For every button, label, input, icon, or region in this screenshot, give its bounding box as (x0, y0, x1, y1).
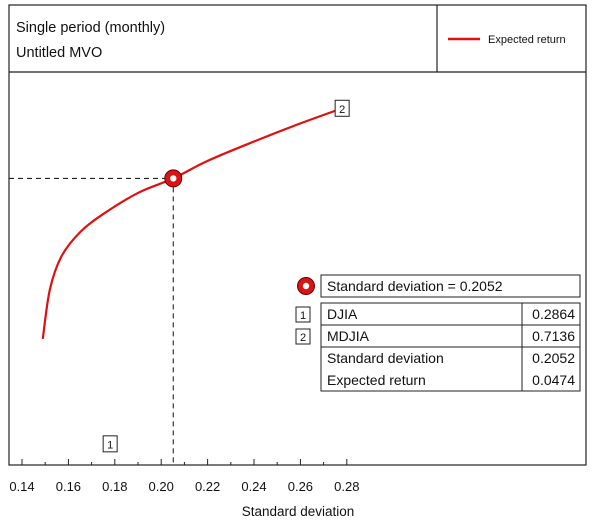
x-tick-label: 0.18 (102, 479, 127, 494)
x-axis-label: Standard deviation (242, 504, 355, 519)
table-row-value: 0.7136 (532, 328, 575, 344)
info-table: Standard deviation = 0.2052 1 DJIA 0.2864 2 M… (295, 274, 581, 392)
table-row-key-box (295, 328, 311, 345)
table-row-value: 0.2864 (532, 306, 575, 322)
x-tick-label: 0.26 (288, 479, 313, 494)
table-row-key-box (295, 306, 311, 323)
x-tick-label: 0.16 (56, 479, 81, 494)
x-axis: 0.14 0.16 0.18 0.20 0.22 0.24 0.26 0.28 (9, 459, 359, 494)
table-row-name: Expected return (327, 372, 426, 388)
chart-frame (8, 4, 587, 466)
table-row-name: DJIA (327, 306, 358, 322)
portfolio-marker-box (334, 99, 350, 117)
table-title: Standard deviation = 0.2052 (327, 278, 503, 294)
table-row-value: 0.2052 (532, 350, 575, 366)
selected-point-inner (170, 175, 177, 182)
x-tick-label: 0.28 (334, 479, 359, 494)
portfolio-marker-box (102, 435, 118, 453)
selected-point[interactable] (164, 169, 183, 188)
table-row-key: 2 (300, 332, 306, 344)
table-row-value: 0.0474 (532, 372, 575, 388)
table-title-cell (320, 274, 581, 298)
portfolio-markers: 12 (102, 99, 350, 453)
x-tick-label: 0.22 (195, 479, 220, 494)
x-tick-label: 0.14 (9, 479, 34, 494)
portfolio-marker-label: 1 (107, 439, 113, 451)
x-tick-label: 0.24 (241, 479, 266, 494)
x-tick-label: 0.20 (149, 479, 174, 494)
table-row-name: MDJIA (327, 328, 370, 344)
header-subtitle: Untitled MVO (16, 45, 102, 61)
efficient-frontier-line[interactable] (41, 107, 344, 340)
table-point-icon-inner (302, 282, 310, 290)
table-row-key: 1 (300, 310, 306, 322)
table-row-name: Standard deviation (327, 350, 444, 366)
portfolio-marker-label: 2 (339, 104, 345, 116)
crosshair-guides (9, 177, 174, 465)
legend-label: Expected return (488, 34, 566, 46)
header-title: Single period (monthly) (16, 20, 165, 36)
